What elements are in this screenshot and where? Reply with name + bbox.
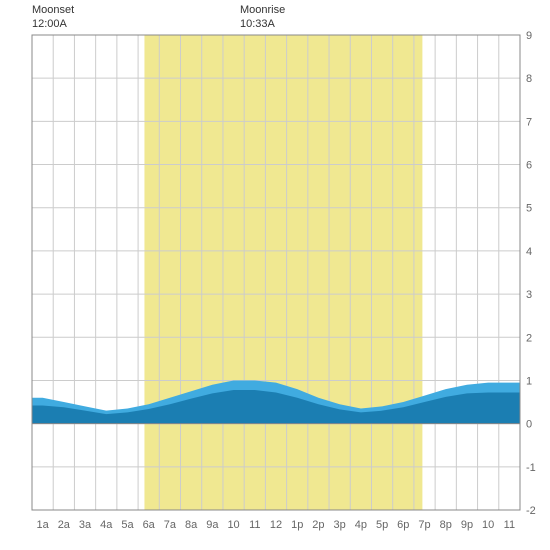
chart-svg: -2-101234567891a2a3a4a5a6a7a8a9a1011121p…: [0, 0, 550, 550]
x-tick-label: 6p: [397, 519, 409, 531]
y-tick-label: 5: [526, 203, 532, 215]
x-tick-label: 2a: [58, 519, 71, 531]
y-tick-label: 8: [526, 73, 532, 85]
x-tick-label: 1p: [291, 519, 303, 531]
x-tick-label: 7a: [164, 519, 177, 531]
y-tick-label: 9: [526, 30, 532, 42]
y-tick-label: 4: [526, 246, 532, 258]
moonrise-label: Moonrise 10:33A: [240, 3, 285, 32]
x-tick-label: 3a: [79, 519, 92, 531]
x-tick-label: 3p: [334, 519, 346, 531]
x-tick-label: 1a: [36, 519, 49, 531]
y-tick-label: 6: [526, 160, 532, 172]
moonset-title: Moonset: [32, 3, 74, 17]
x-tick-label: 5a: [121, 519, 134, 531]
x-tick-label: 5p: [376, 519, 388, 531]
moonset-value: 12:00A: [32, 17, 74, 31]
x-tick-label: 7p: [418, 519, 430, 531]
x-tick-label: 8a: [185, 519, 198, 531]
x-tick-label: 9a: [206, 519, 219, 531]
x-tick-label: 4a: [100, 519, 113, 531]
y-tick-label: -2: [526, 505, 536, 517]
x-tick-label: 8p: [440, 519, 452, 531]
daylight-band: [144, 35, 422, 510]
moonset-label: Moonset 12:00A: [32, 3, 74, 32]
y-tick-label: 0: [526, 419, 532, 431]
x-tick-label: 12: [270, 519, 282, 531]
y-tick-label: -1: [526, 462, 536, 474]
y-tick-label: 7: [526, 116, 532, 128]
tide-chart: Moonset 12:00A Moonrise 10:33A -2-101234…: [0, 0, 550, 550]
x-tick-label: 2p: [312, 519, 324, 531]
x-tick-label: 11: [249, 519, 260, 531]
y-tick-label: 2: [526, 332, 532, 344]
moonrise-value: 10:33A: [240, 17, 285, 31]
x-tick-label: 6a: [143, 519, 156, 531]
moonrise-title: Moonrise: [240, 3, 285, 17]
x-tick-label: 4p: [355, 519, 367, 531]
y-tick-label: 1: [526, 375, 532, 387]
y-tick-label: 3: [526, 289, 532, 301]
x-tick-label: 9p: [461, 519, 473, 531]
x-tick-label: 10: [227, 519, 239, 531]
x-tick-label: 11: [504, 519, 515, 531]
x-tick-label: 10: [482, 519, 494, 531]
